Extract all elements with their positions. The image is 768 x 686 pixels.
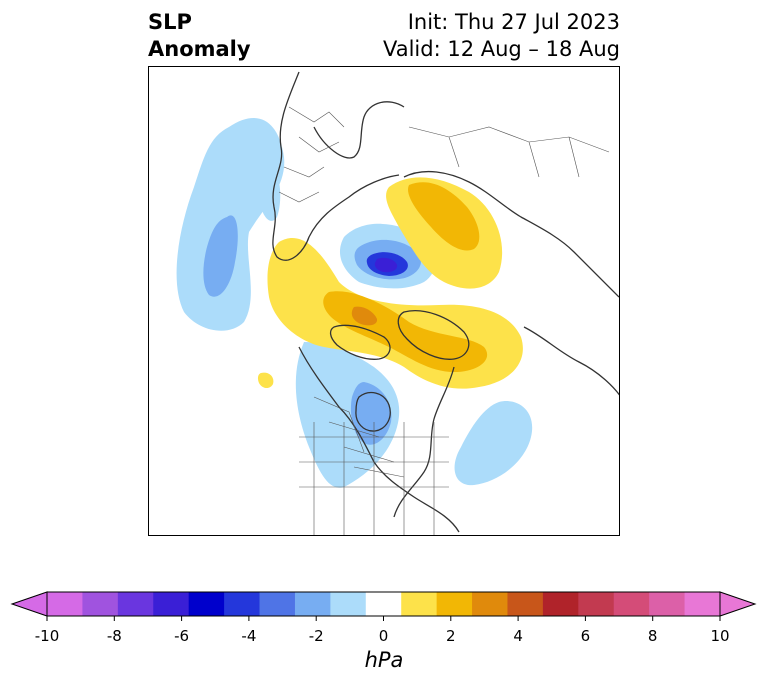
colorbar-tick-label: 4: [513, 627, 523, 645]
colorbar-bin: [224, 592, 261, 616]
colorbar-tick-label: 0: [378, 627, 389, 645]
positive-anomaly-siberia-core: [408, 182, 480, 251]
colorbar-bin: [649, 592, 686, 616]
colorbar-graphic: [10, 591, 757, 621]
init-date: Init: Thu 27 Jul 2023: [407, 10, 620, 34]
alaska-coastline: [523, 326, 619, 396]
variable-qualifier: Anomaly: [148, 37, 251, 61]
colorbar-bin: [613, 592, 650, 616]
colorbar-bin: [401, 592, 438, 616]
colorbar-bin: [684, 592, 721, 616]
colorbar-bin: [330, 592, 367, 616]
variable-name: SLP: [148, 10, 192, 34]
colorbar-extend-low: [10, 591, 48, 617]
europe-coastline: [272, 71, 400, 261]
colorbar-tick-label: -8: [106, 627, 122, 645]
colorbar-tick-label: -10: [34, 627, 60, 645]
negative-anomaly-eastern-canada: [314, 426, 355, 486]
negative-anomaly-arctic-center: [374, 257, 398, 273]
colorbar-bin: [542, 592, 579, 616]
colorbar-tick-label: 6: [580, 627, 591, 645]
colorbar-tick-label: -4: [241, 627, 257, 645]
canadian-arctic-coastline: [329, 324, 391, 360]
colorbar-unit: hPa: [364, 648, 404, 672]
colorbar-bin: [507, 592, 544, 616]
colorbar-tick-label: -6: [174, 627, 190, 645]
map-canvas: [176, 71, 619, 535]
greenland-coastline: [397, 310, 470, 360]
colorbar-bin: [472, 592, 508, 616]
colorbar-bin: [82, 592, 119, 616]
political-borders: [278, 106, 610, 535]
positive-anomaly-pacific-dot: [257, 372, 274, 389]
us-states: [299, 422, 449, 535]
colorbar-bin: [578, 592, 615, 616]
anomaly-shading: [176, 118, 533, 488]
scandinavia-coastline: [313, 101, 405, 159]
coastlines: [272, 71, 619, 533]
colorbar-bin: [259, 592, 296, 616]
russia-borders: [408, 126, 610, 178]
colorbar: [0, 580, 768, 629]
hudson-bay-coastline: [355, 391, 391, 432]
colorbar-bin: [365, 592, 402, 616]
colorbar-tick-label: -2: [308, 627, 324, 645]
siberia-coastline: [403, 170, 619, 298]
chart-title: SLP Anomaly: [148, 9, 251, 63]
forecast-dates: Init: Thu 27 Jul 2023 Valid: 12 Aug – 18…: [383, 9, 620, 63]
map-panel: [148, 66, 620, 536]
negative-anomaly-atlantic-west-core: [203, 215, 238, 297]
valid-dates: Valid: 12 Aug – 18 Aug: [382, 37, 620, 61]
colorbar-bin: [47, 592, 83, 616]
colorbar-tick-label: 10: [710, 627, 730, 645]
colorbar-extend-high: [719, 591, 757, 617]
europe-borders: [278, 106, 345, 203]
negative-anomaly-europe: [258, 162, 281, 221]
negative-anomaly-atlantic-east: [454, 401, 533, 486]
colorbar-bin: [117, 592, 154, 616]
colorbar-bin: [153, 592, 190, 616]
colorbar-tick-label: 2: [446, 627, 456, 645]
colorbar-bin: [188, 592, 225, 616]
atlantic-coastline: [393, 366, 455, 518]
canada-provinces: [313, 396, 405, 478]
colorbar-tick-label: 8: [647, 627, 658, 645]
positive-anomaly-greenland-peak: [351, 306, 378, 326]
colorbar-bin: [436, 592, 473, 616]
colorbar-bin: [294, 592, 331, 616]
